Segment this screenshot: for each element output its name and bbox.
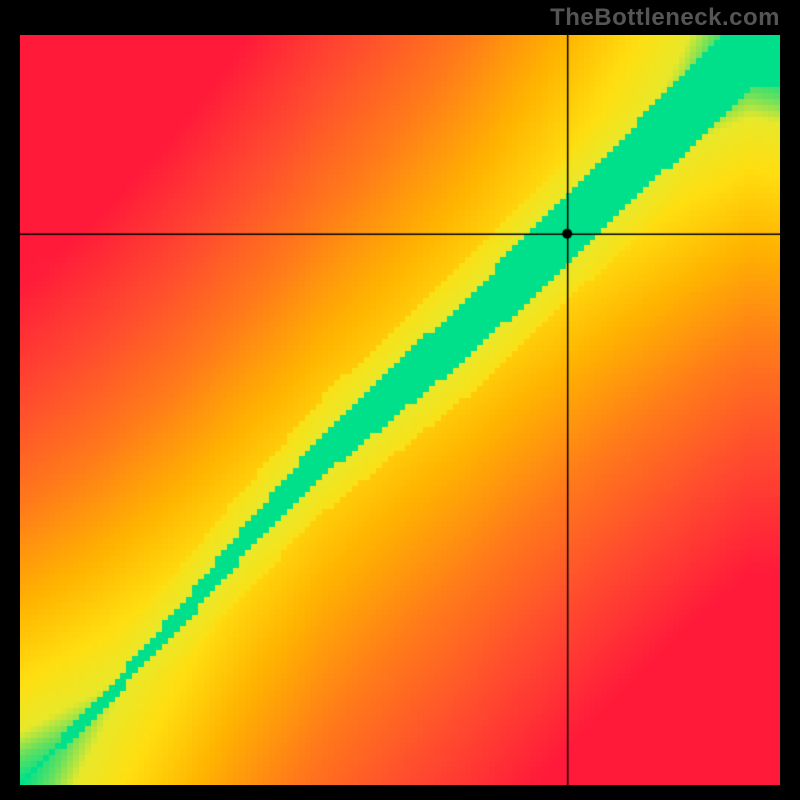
chart-container: { "watermark": { "text": "TheBottleneck.… — [0, 0, 800, 800]
watermark-text: TheBottleneck.com — [550, 4, 780, 32]
crosshair-overlay — [20, 35, 780, 785]
